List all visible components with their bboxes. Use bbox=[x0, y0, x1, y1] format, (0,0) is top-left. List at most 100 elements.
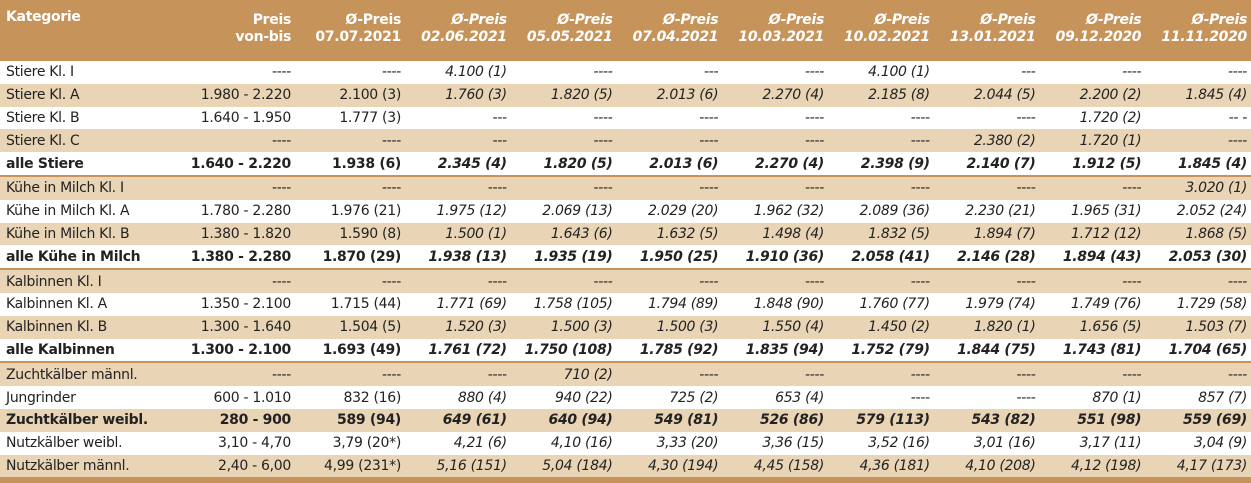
avg-price-cell: ---- bbox=[295, 361, 405, 387]
header-line1: Ø-Preis bbox=[345, 11, 401, 28]
avg-price-cell: 5,16 (151) bbox=[436, 457, 507, 474]
avg-price-cell: 710 (2) bbox=[510, 361, 617, 387]
avg-price-cell: 2.200 (2) bbox=[1079, 87, 1142, 104]
header-line2: 05.05.2021 bbox=[526, 28, 613, 45]
avg-price-cell: 1.832 (5) bbox=[868, 225, 930, 242]
price-range-cell: 1.980 - 2.220 bbox=[200, 87, 292, 104]
header-line2: 07.07.2021 bbox=[315, 28, 401, 45]
avg-price-cell: 1.498 (4) bbox=[762, 225, 824, 242]
avg-price-cell: ---- bbox=[405, 361, 511, 387]
header-avg-price-9: Ø-Preis 09.12.2020 bbox=[1040, 0, 1146, 61]
avg-price-cell: ---- bbox=[804, 132, 824, 149]
header-line1: Kategorie bbox=[6, 9, 81, 25]
avg-price-cell: 870 (1) bbox=[1092, 389, 1142, 406]
avg-price-cell: 1.500 (3) bbox=[656, 319, 719, 336]
avg-price-cell: ---- bbox=[295, 268, 405, 293]
avg-price-cell: 640 (94) bbox=[548, 412, 613, 429]
table-row: Kühe in Milch Kl. B 1.380 - 1.820 1.590 (8… bbox=[0, 222, 1251, 246]
table-row: Stiere Kl. A 1.980 - 2.220 2.100 (3) 1.760 … bbox=[0, 83, 1251, 107]
avg-price-cell: --- bbox=[1021, 64, 1036, 81]
avg-price-cell: ---- bbox=[1227, 132, 1247, 149]
avg-price-cell: ---- bbox=[593, 109, 613, 126]
avg-price-cell: --- bbox=[492, 132, 507, 149]
avg-price-cell: ---- bbox=[933, 174, 1040, 200]
header-line1: Ø-Preis bbox=[663, 11, 719, 28]
row-label: Nutzkälber weibl. bbox=[6, 435, 123, 452]
avg-price-cell: 1.450 (2) bbox=[868, 319, 930, 336]
header-line1: Ø-Preis bbox=[1191, 11, 1248, 28]
avg-price-cell: 1.868 (5) bbox=[1185, 225, 1247, 242]
header-preis-von-bis: Preis von-bis bbox=[157, 0, 295, 61]
avg-price-cell: 3,33 (20) bbox=[656, 435, 719, 452]
price-range-cell: 1.380 - 1.820 bbox=[200, 225, 292, 242]
avg-price-cell: 2.029 (20) bbox=[647, 203, 719, 220]
avg-price-cell: 4,45 (158) bbox=[753, 457, 825, 474]
header-line2: von-bis bbox=[235, 28, 291, 45]
avg-price-cell: ---- bbox=[910, 389, 930, 406]
table-row: Nutzkälber männl. 2,40 - 6,00 4,99 (231*) 5… bbox=[0, 454, 1251, 478]
avg-price-cell: ---- bbox=[1039, 174, 1146, 200]
price-range-cell: 1.780 - 2.280 bbox=[200, 203, 292, 220]
header-line1: Ø-Preis bbox=[1086, 11, 1142, 28]
avg-price-cell: 4,10 (16) bbox=[550, 435, 613, 452]
avg-price-cell: 1.712 (12) bbox=[1070, 225, 1142, 242]
avg-price-cell: 1.656 (5) bbox=[1079, 319, 1142, 336]
avg-price-cell: 1.760 (77) bbox=[859, 296, 930, 313]
avg-price-cell: 2.230 (21) bbox=[965, 203, 1036, 220]
row-label: Jungrinder bbox=[6, 389, 76, 406]
avg-price-cell: 1.975 (12) bbox=[436, 203, 507, 220]
price-range-cell: ---- bbox=[157, 361, 295, 387]
avg-price-cell: 1.820 (5) bbox=[550, 87, 613, 104]
avg-price-cell: 1.743 (81) bbox=[1062, 341, 1142, 358]
avg-price-cell: ---- bbox=[699, 109, 719, 126]
header-line2: 02.06.2021 bbox=[421, 28, 507, 45]
avg-price-cell: ---- bbox=[593, 132, 613, 149]
avg-price-cell: 1.844 (75) bbox=[957, 341, 1036, 358]
avg-price-cell: ---- bbox=[933, 268, 1040, 293]
avg-price-cell: ---- bbox=[593, 64, 613, 81]
row-label: alle Kalbinnen bbox=[6, 341, 115, 358]
avg-price-cell: 1.835 (94) bbox=[745, 341, 825, 358]
row-label: Kühe in Milch Kl. I bbox=[0, 174, 157, 200]
avg-price-cell: 1.820 (5) bbox=[543, 155, 613, 172]
avg-price-cell: 1.962 (32) bbox=[753, 203, 825, 220]
avg-price-cell: 857 (7) bbox=[1198, 389, 1247, 406]
table-row: Kalbinnen Kl. I ---- ---- ---- ---- ---- ---- -… bbox=[0, 268, 1251, 293]
avg-price-cell: 1.771 (69) bbox=[436, 296, 507, 313]
avg-price-cell: 649 (61) bbox=[442, 412, 507, 429]
header-line1: Preis bbox=[252, 11, 292, 28]
avg-price-cell: 549 (81) bbox=[654, 412, 719, 429]
avg-price-cell: ---- bbox=[722, 361, 828, 387]
avg-price-cell: ---- bbox=[910, 132, 930, 149]
row-label: Kalbinnen Kl. B bbox=[6, 319, 107, 336]
avg-price-cell: 2.044 (5) bbox=[973, 87, 1036, 104]
avg-price-cell: 526 (86) bbox=[760, 412, 824, 429]
avg-price-cell: --- bbox=[703, 64, 719, 81]
avg-price-cell: 3,79 (20*) bbox=[332, 435, 402, 452]
avg-price-cell: 4,36 (181) bbox=[859, 457, 930, 474]
avg-price-cell: 3.020 (1) bbox=[1145, 174, 1251, 200]
header-avg-price-10: Ø-Preis 11.11.2020 bbox=[1145, 0, 1251, 61]
avg-price-cell: 2.053 (30) bbox=[1168, 248, 1248, 265]
header-avg-price-6: Ø-Preis 10.03.2021 bbox=[722, 0, 828, 61]
price-range-cell: 1.300 - 2.100 bbox=[190, 341, 292, 358]
avg-price-cell: ---- bbox=[1039, 268, 1146, 293]
avg-price-cell: 2.270 (4) bbox=[755, 155, 824, 172]
avg-price-cell: ---- bbox=[381, 132, 401, 149]
avg-price-cell: 543 (82) bbox=[971, 412, 1036, 429]
avg-price-cell: 4,17 (173) bbox=[1176, 457, 1248, 474]
row-label: Nutzkälber männl. bbox=[6, 457, 130, 474]
avg-price-cell: 832 (16) bbox=[343, 389, 401, 406]
avg-price-cell: ---- bbox=[1016, 389, 1036, 406]
avg-price-cell: 940 (22) bbox=[554, 389, 613, 406]
price-range-cell: 1.380 - 2.280 bbox=[190, 248, 292, 265]
avg-price-cell: ---- bbox=[722, 268, 828, 293]
avg-price-cell: 3,17 (11) bbox=[1079, 435, 1142, 452]
row-label: alle Stiere bbox=[6, 155, 84, 172]
header-line1: Ø-Preis bbox=[980, 11, 1036, 28]
avg-price-cell: ---- bbox=[722, 174, 828, 200]
header-kategorie: Kategorie bbox=[0, 0, 157, 61]
avg-price-cell: 589 (94) bbox=[337, 412, 401, 429]
avg-price-cell: ---- bbox=[1016, 109, 1036, 126]
